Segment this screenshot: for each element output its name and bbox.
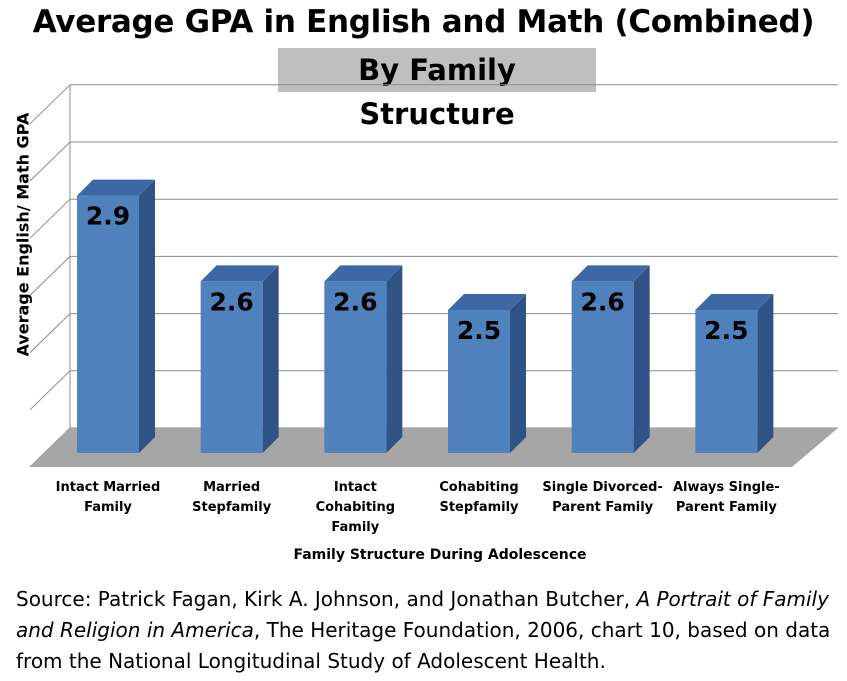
bar-series: 2.9 2.6 2.6 2.5 2.6 2.5: [77, 179, 774, 453]
x-axis-label: Family Structure During Adolescence: [293, 547, 587, 563]
bar-side: [262, 265, 279, 453]
x-tick-label: Intact Cohabiting Family: [315, 480, 396, 535]
source-title: A Portrait of Family and Religion in Ame…: [16, 587, 829, 642]
x-tick-label: Always Single- Parent Family: [672, 480, 780, 515]
bar-front: [324, 281, 387, 453]
data-label: 2.6: [581, 287, 625, 316]
data-label: 2.5: [704, 316, 748, 345]
bar: 2.6: [324, 265, 403, 453]
bar: 2.6: [571, 265, 650, 453]
source-note: Source: Patrick Fagan, Kirk A. Johnson, …: [16, 584, 841, 677]
bar-side: [139, 179, 155, 453]
bar-front: [200, 281, 263, 453]
y-axis-label: Average English/ Math GPA: [13, 112, 33, 357]
data-label: 2.5: [457, 316, 501, 345]
bar-top: [200, 265, 279, 282]
gridline-side: [29, 198, 71, 239]
x-tick-label: Intact Married Family: [55, 480, 161, 515]
bar-chart: 2.9 2.6 2.6 2.5 2.6 2.5: [29, 84, 838, 468]
data-label: 2.9: [86, 202, 130, 231]
gridline-side: [29, 313, 71, 353]
bar-top: [324, 265, 403, 282]
bar-front: [571, 281, 634, 453]
bar-top: [695, 294, 774, 310]
x-tick-label: Married Stepfamily: [192, 480, 272, 515]
x-tick-label: Single Divorced- Parent Family: [542, 480, 663, 515]
bar-side: [386, 265, 403, 453]
x-tick-label: Cohabiting Stepfamily: [439, 480, 519, 515]
bar-side: [510, 294, 526, 453]
chart-title: Average GPA in English and Math (Combine…: [32, 4, 815, 40]
bar-front: [77, 195, 139, 453]
source-suffix: , The Heritage Foundation, 2006, chart 1…: [16, 618, 831, 673]
source-prefix: Source: Patrick Fagan, Kirk A. Johnson, …: [16, 587, 637, 611]
bar: 2.5: [695, 294, 774, 453]
bar: 2.9: [77, 179, 155, 453]
bar-front: [448, 310, 510, 453]
data-label: 2.6: [210, 287, 254, 316]
bar-side: [633, 265, 650, 453]
gridline-side: [29, 84, 71, 125]
gridline-side: [29, 256, 71, 296]
bar: 2.6: [200, 265, 279, 453]
gridline-side: [29, 370, 71, 411]
bar-front: [695, 310, 758, 453]
gridline-side: [29, 141, 71, 182]
bar-top: [571, 265, 650, 282]
bar-top: [448, 294, 526, 310]
bar-top: [77, 179, 155, 196]
bar-side: [757, 294, 774, 453]
data-label: 2.6: [333, 287, 377, 316]
bar: 2.5: [448, 294, 526, 453]
